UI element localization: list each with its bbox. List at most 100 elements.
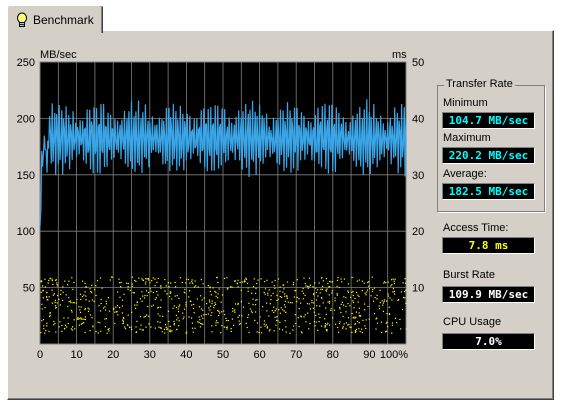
access-time-point: [154, 278, 156, 280]
access-time-point: [68, 301, 70, 303]
access-time-point: [326, 330, 328, 332]
access-time-point: [350, 326, 352, 328]
access-time-point: [52, 283, 54, 285]
access-time-point: [70, 309, 73, 311]
access-time-point: [141, 329, 143, 331]
access-time-point: [393, 282, 395, 285]
access-time-point: [74, 328, 76, 330]
access-time-point: [347, 324, 349, 326]
access-time-point: [183, 316, 185, 318]
access-time-point: [176, 328, 178, 331]
access-time-point: [343, 296, 345, 298]
access-time-point: [217, 310, 219, 312]
access-time-point: [345, 297, 347, 299]
minimum-label: Minimum: [443, 97, 488, 109]
access-time-point: [44, 332, 46, 334]
access-time-point: [296, 279, 298, 281]
access-time-point: [210, 305, 212, 307]
access-time-point: [127, 288, 129, 290]
access-time-point: [91, 299, 93, 301]
access-time-point: [311, 302, 313, 304]
access-time-point: [270, 299, 272, 301]
access-time-point: [361, 328, 363, 330]
access-time-point: [308, 303, 311, 305]
access-time-point: [393, 290, 395, 292]
access-time-point: [336, 279, 339, 281]
access-time-point: [215, 303, 217, 305]
access-time-point: [403, 291, 406, 293]
access-time-point: [167, 310, 170, 312]
access-time-point: [191, 327, 194, 329]
access-time-point: [136, 320, 138, 322]
access-time-point: [226, 319, 228, 322]
access-time-point: [295, 323, 297, 325]
access-time-point: [329, 280, 331, 282]
access-time-point: [368, 285, 370, 287]
access-time-point: [309, 308, 311, 310]
access-time-point: [131, 311, 133, 313]
access-time-point: [211, 303, 213, 305]
access-time-point: [400, 291, 402, 293]
access-time-point: [198, 306, 201, 308]
access-time-point: [78, 324, 80, 326]
access-time-point: [196, 298, 198, 300]
access-time-point: [277, 320, 279, 322]
access-time-point: [361, 280, 363, 282]
average-value: 182.5 MB/sec: [442, 183, 535, 200]
access-time-point: [291, 302, 293, 304]
access-time-point: [356, 291, 358, 293]
access-time-point: [87, 307, 89, 309]
access-time-point: [275, 324, 277, 326]
transfer-rate-series: [39, 99, 407, 226]
access-time-point: [84, 331, 86, 334]
access-time-point: [254, 319, 256, 321]
access-time-point: [324, 325, 326, 327]
access-time-point: [64, 280, 66, 282]
access-time-point: [67, 323, 69, 325]
access-time-point: [217, 281, 219, 283]
access-time-point: [73, 302, 75, 304]
access-time-point: [355, 330, 357, 332]
access-time-point: [201, 315, 203, 317]
access-time-point: [268, 289, 270, 291]
access-time-point: [203, 314, 205, 316]
burst-rate-value: 109.9 MB/sec: [442, 286, 535, 303]
access-time-point: [405, 289, 407, 291]
access-time-point: [178, 320, 180, 322]
access-time-point: [173, 305, 175, 307]
access-time-point: [215, 324, 217, 326]
access-time-point: [72, 302, 74, 304]
access-time-point: [154, 298, 156, 300]
access-time-point: [347, 303, 349, 305]
access-time-point: [164, 290, 166, 292]
access-time-point: [71, 329, 74, 331]
access-time-point: [333, 309, 336, 311]
access-time-point: [102, 307, 105, 309]
access-time-point: [84, 308, 86, 310]
access-time-point: [51, 289, 53, 291]
access-time-point: [72, 288, 74, 290]
access-time-point: [232, 310, 234, 312]
access-time-point: [98, 305, 100, 307]
access-time-point: [147, 278, 149, 280]
access-time-point: [298, 325, 300, 328]
access-time-point: [150, 326, 152, 328]
access-time-point: [68, 297, 70, 299]
access-time-point: [391, 284, 393, 286]
access-time-point: [127, 286, 129, 288]
access-time-point: [248, 331, 250, 334]
right-tick-label: 40: [412, 113, 424, 125]
access-time-point: [99, 310, 102, 312]
access-time-point: [331, 290, 333, 292]
tab-benchmark[interactable]: Benchmark: [7, 5, 103, 33]
access-time-point: [302, 292, 305, 294]
access-time-point: [189, 282, 191, 284]
access-time-point: [57, 294, 59, 297]
lightbulb-icon: [17, 12, 27, 27]
access-time-point: [232, 308, 234, 310]
access-time-point: [329, 286, 331, 288]
access-time-point: [109, 279, 111, 281]
access-time-point: [334, 297, 336, 299]
access-time-point: [354, 317, 356, 319]
access-time-point: [93, 300, 95, 302]
